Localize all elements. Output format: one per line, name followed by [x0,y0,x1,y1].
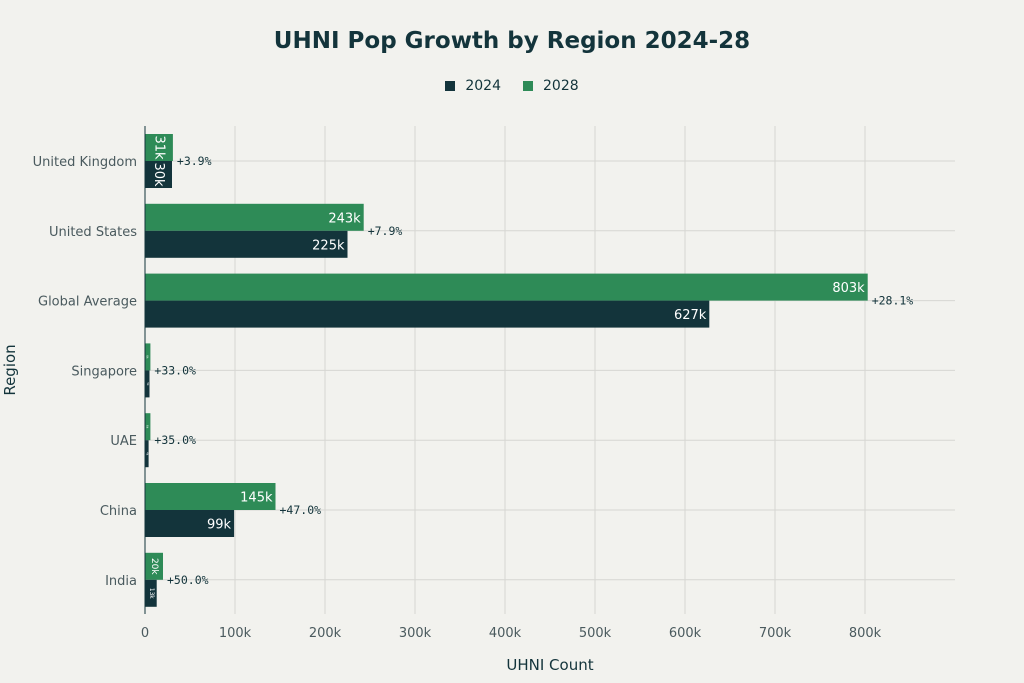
value-label-2028: 6k [146,425,150,429]
bar-2024 [145,230,348,258]
bar-2024 [145,579,157,607]
x-tick-label: 400k [489,626,522,641]
legend-item-2028[interactable]: 2028 [523,78,579,94]
category-label: United Kingdom [33,155,137,170]
legend-label-2028: 2028 [543,78,579,94]
category-label: Singapore [71,364,137,379]
chart-title: UHNI Pop Growth by Region 2024-28 [273,28,751,54]
value-label-2024: 627k [674,308,707,323]
x-tick-label: 700k [759,626,792,641]
x-tick-label: 800k [849,626,882,641]
value-label-2028: 31k [151,135,166,160]
legend-label-2024: 2024 [465,78,501,94]
bar-2028 [145,273,868,301]
value-label-2028: 20k [149,558,159,575]
x-tick-label: 100k [219,626,252,641]
category-label: UAE [110,434,137,449]
value-label-2024: 4k [145,452,149,456]
legend-swatch-2028 [523,81,533,91]
bar-2028 [145,552,163,580]
value-label-2024: 13k [148,588,154,599]
bar-2028 [145,343,151,371]
category-label: India [105,574,137,589]
value-label-2024: 225k [312,238,345,253]
value-label-2024: 30k [151,162,166,187]
growth-label: +3.9% [177,154,212,168]
x-tick-label: 0 [141,626,149,641]
legend-item-2024[interactable]: 2024 [445,78,501,94]
growth-label: +47.0% [280,503,322,517]
growth-label: +50.0% [167,573,209,587]
bar-2024 [145,161,172,188]
value-label-2024: 99k [207,518,232,533]
x-tick-label: 600k [669,626,702,641]
category-label: China [100,504,137,519]
value-label-2028: 803k [832,281,865,296]
category-label: United States [49,225,137,240]
bar-2024 [145,510,235,537]
value-label-2028: 243k [328,211,361,226]
growth-label: +35.0% [154,433,196,447]
x-axis-title: UHNI Count [506,656,594,674]
bar-2028 [145,134,173,161]
x-tick-label: 200k [309,626,342,641]
growth-label: +7.9% [368,224,403,238]
x-tick-label: 300k [399,626,432,641]
value-label-2028: 145k [240,491,273,506]
category-label: Global Average [38,295,137,310]
bar-2024 [145,370,150,398]
growth-label: +28.1% [872,294,914,308]
bar-2028 [145,413,151,441]
value-label-2028: 6k [146,355,150,359]
bar-2024 [145,440,149,468]
x-tick-label: 500k [579,626,612,641]
bar-2024 [145,300,710,328]
legend-swatch-2024 [445,81,456,91]
legend: 2024 2028 [0,78,1024,94]
bar-2028 [145,483,276,510]
bar-2028 [145,203,364,231]
growth-label: +33.0% [154,363,196,377]
value-label-2024: 5k [146,382,150,386]
